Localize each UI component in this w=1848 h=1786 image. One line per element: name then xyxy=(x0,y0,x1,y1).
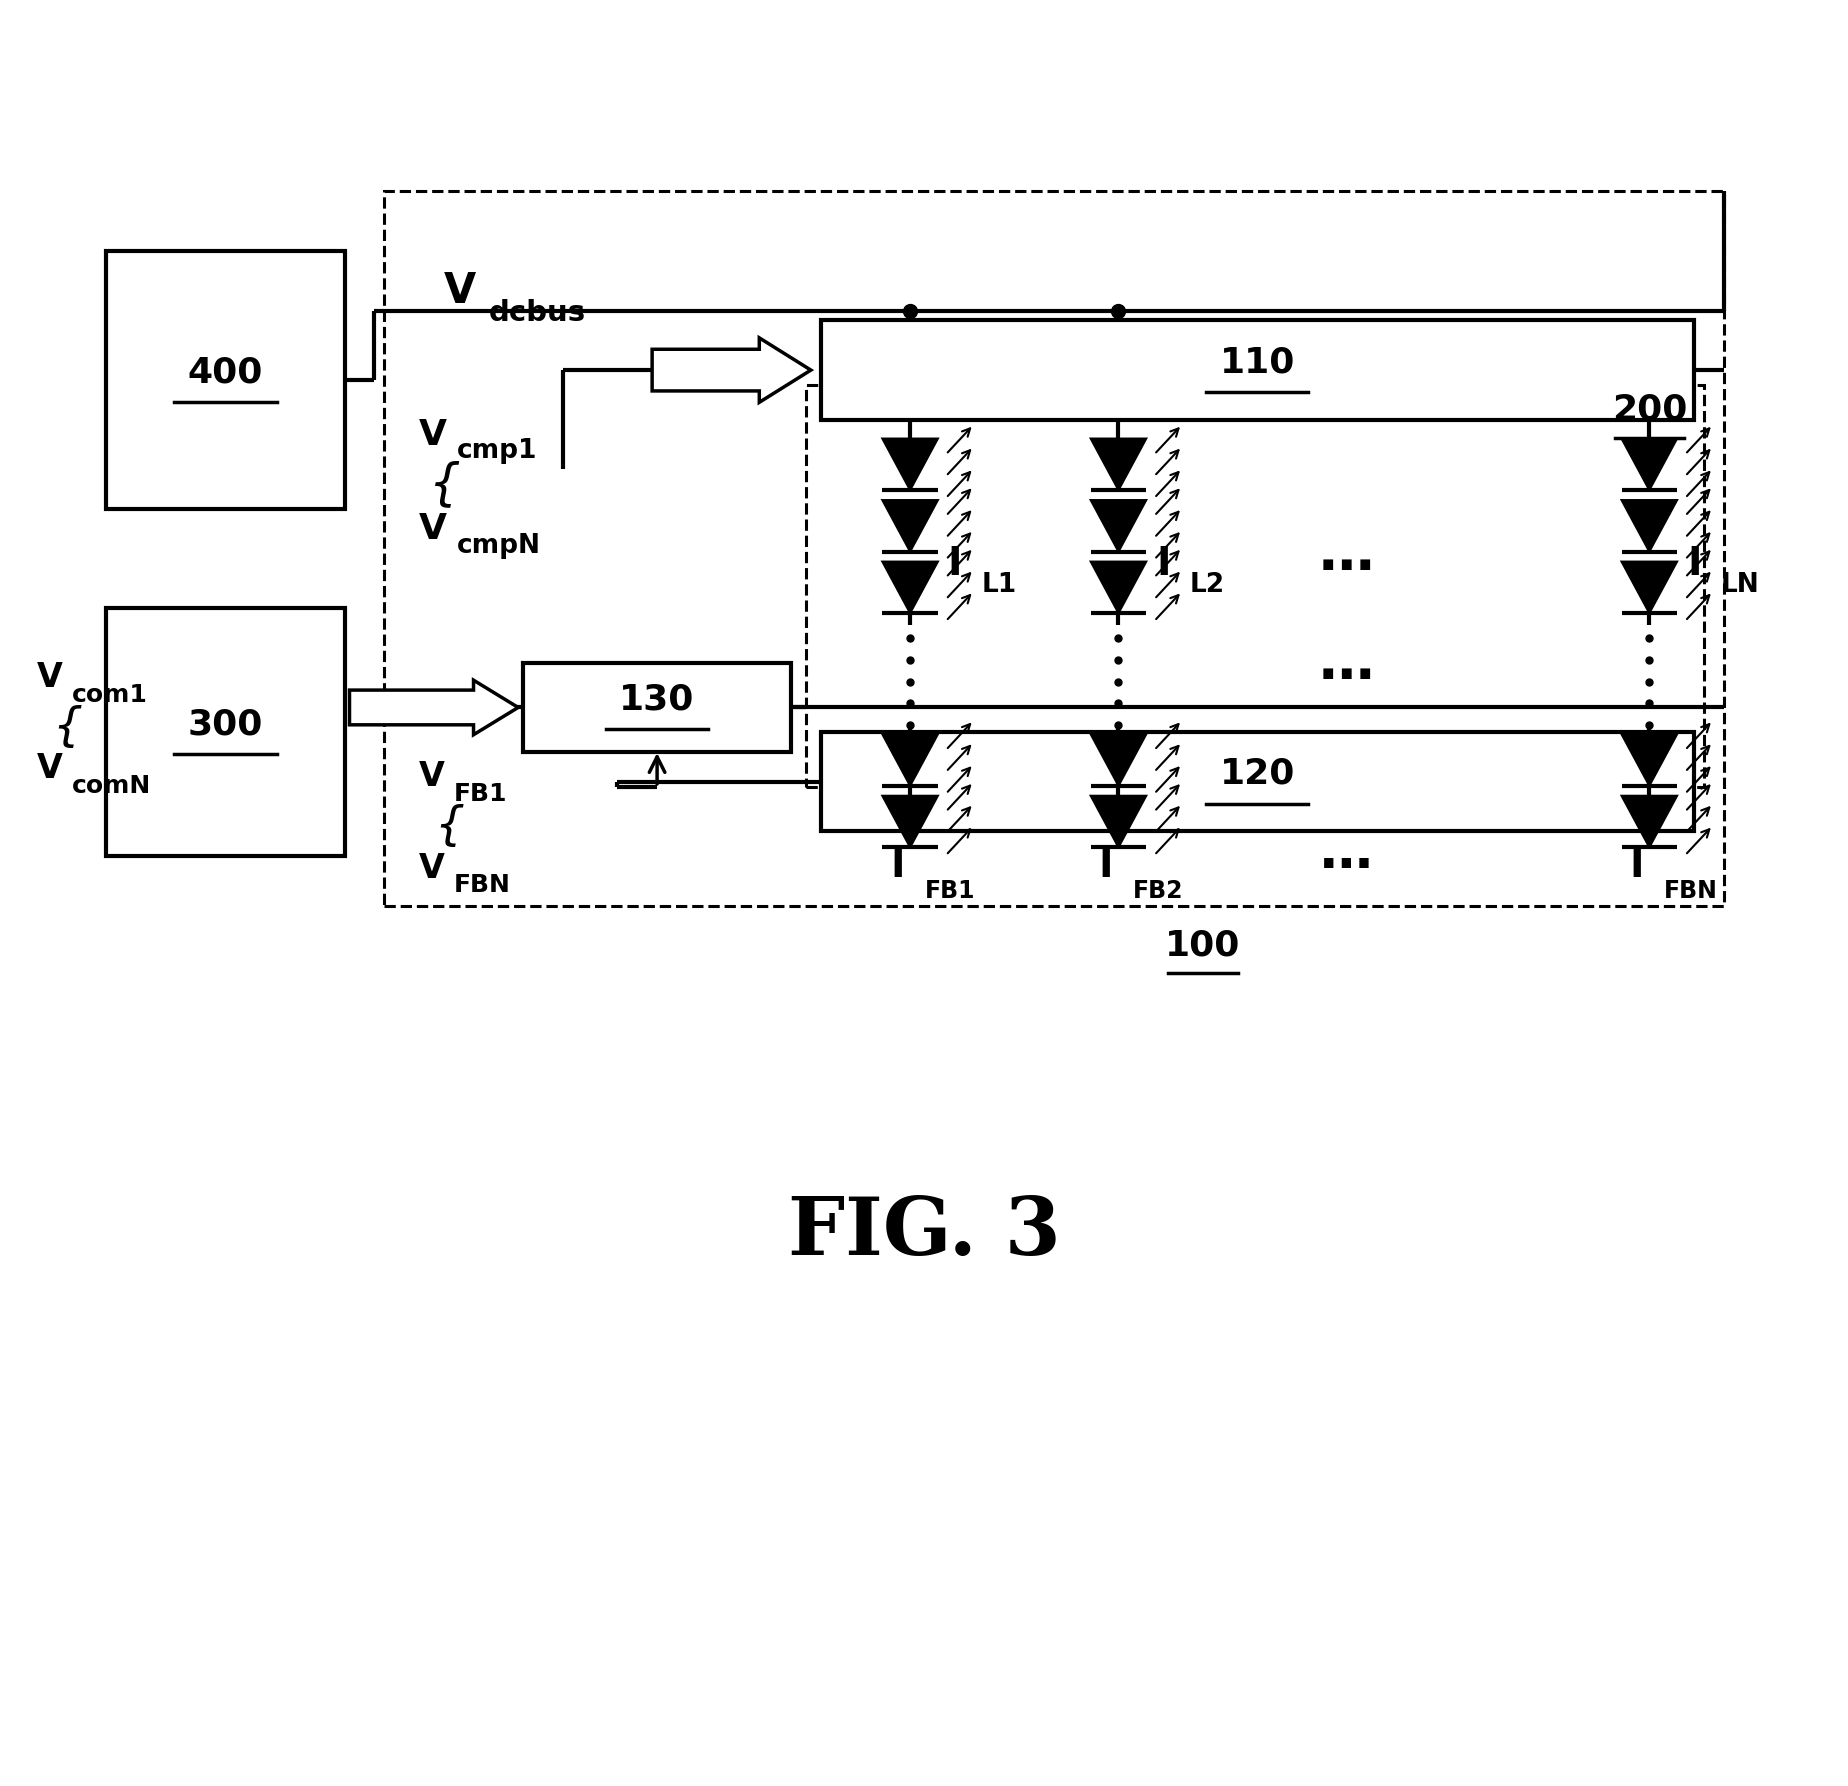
Text: FBN: FBN xyxy=(455,873,510,897)
Text: I: I xyxy=(1687,545,1702,582)
Text: V: V xyxy=(419,513,447,547)
Text: ⋯: ⋯ xyxy=(1319,650,1375,705)
Polygon shape xyxy=(881,797,939,847)
Text: FBN: FBN xyxy=(1665,879,1719,904)
Text: 130: 130 xyxy=(619,682,695,716)
Text: {: { xyxy=(52,705,81,750)
Text: 100: 100 xyxy=(1164,929,1240,963)
Text: V: V xyxy=(419,418,447,452)
Text: V: V xyxy=(419,852,445,884)
Bar xyxy=(821,320,1695,420)
Text: LN: LN xyxy=(1720,572,1759,598)
Bar xyxy=(821,732,1695,832)
Text: V: V xyxy=(37,752,63,786)
Polygon shape xyxy=(1621,500,1678,552)
Text: 120: 120 xyxy=(1220,757,1295,791)
Bar xyxy=(107,609,344,855)
Text: V: V xyxy=(444,270,477,313)
Polygon shape xyxy=(1090,561,1146,613)
FancyArrow shape xyxy=(349,680,517,734)
Text: cmpN: cmpN xyxy=(456,532,541,559)
Polygon shape xyxy=(1090,500,1146,552)
Text: cmp1: cmp1 xyxy=(456,438,538,464)
Text: 110: 110 xyxy=(1220,345,1295,379)
Bar xyxy=(806,386,1704,788)
Text: V: V xyxy=(419,761,445,793)
Text: 400: 400 xyxy=(188,355,262,389)
Text: FIG. 3: FIG. 3 xyxy=(787,1195,1061,1272)
Polygon shape xyxy=(881,734,939,786)
Text: L1: L1 xyxy=(981,572,1016,598)
Text: 200: 200 xyxy=(1611,393,1687,427)
Text: ⋯: ⋯ xyxy=(1319,839,1373,893)
Text: {: { xyxy=(429,461,460,509)
Text: FB1: FB1 xyxy=(926,879,976,904)
Polygon shape xyxy=(1621,797,1678,847)
Polygon shape xyxy=(881,439,939,489)
Polygon shape xyxy=(881,500,939,552)
Text: FB1: FB1 xyxy=(455,782,506,805)
Text: I: I xyxy=(1630,847,1645,886)
FancyArrow shape xyxy=(652,338,811,402)
Text: ⋯: ⋯ xyxy=(1319,541,1375,595)
Polygon shape xyxy=(881,561,939,613)
Text: comN: comN xyxy=(72,773,152,798)
Polygon shape xyxy=(1621,561,1678,613)
Polygon shape xyxy=(1621,439,1678,489)
Text: FB2: FB2 xyxy=(1133,879,1185,904)
Bar xyxy=(107,252,344,509)
Text: 300: 300 xyxy=(188,707,262,741)
Text: L2: L2 xyxy=(1190,572,1225,598)
Text: V: V xyxy=(37,661,63,695)
Text: I: I xyxy=(891,847,906,886)
Text: I: I xyxy=(948,545,963,582)
Polygon shape xyxy=(1090,734,1146,786)
Polygon shape xyxy=(1621,734,1678,786)
Polygon shape xyxy=(1090,797,1146,847)
Text: I: I xyxy=(1098,847,1112,886)
Text: dcbus: dcbus xyxy=(488,298,586,327)
Text: I: I xyxy=(1157,545,1170,582)
Text: {: { xyxy=(434,804,464,848)
Text: com1: com1 xyxy=(72,682,148,707)
Polygon shape xyxy=(1090,439,1146,489)
Bar xyxy=(384,191,1724,906)
Bar xyxy=(523,663,791,752)
